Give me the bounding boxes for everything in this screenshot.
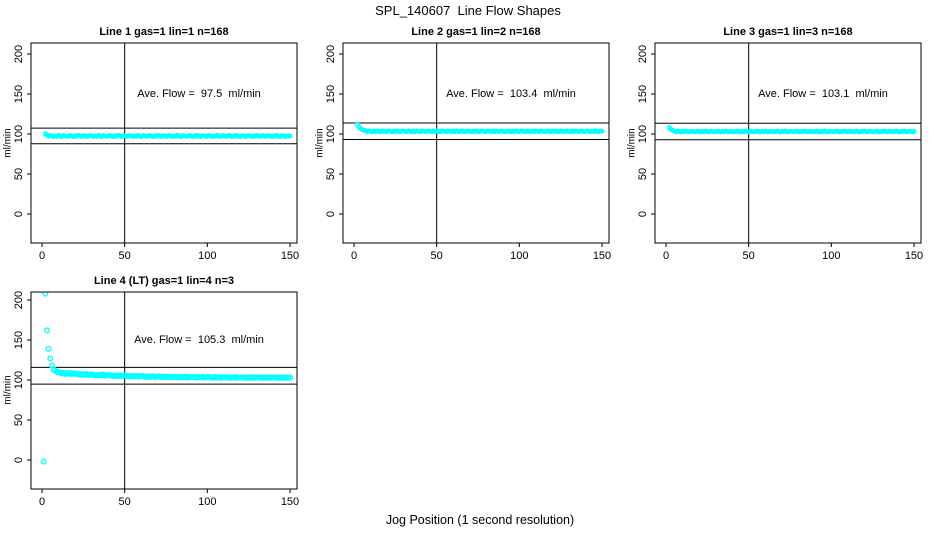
plot-box <box>342 42 610 244</box>
x-tick-label: 0 <box>351 250 357 262</box>
y-tick-label: 200 <box>637 45 649 63</box>
data-point <box>599 128 605 134</box>
x-tick-label: 150 <box>593 250 611 262</box>
y-tick-label: 50 <box>13 168 25 180</box>
x-tick-label: 100 <box>198 250 216 262</box>
panel-line-4: Line 4 (LT) gas=1 lin=4 n=3 Ave. Flow = … <box>0 274 312 519</box>
plot-box <box>654 42 922 244</box>
panel-1-title: Line 1 gas=1 lin=1 n=168 <box>99 26 229 38</box>
y-tick-label: 100 <box>13 371 25 389</box>
x-tick-label: 50 <box>743 250 755 262</box>
y-tick-label: 0 <box>13 211 25 217</box>
plot-box <box>30 291 298 490</box>
y-tick-label: 200 <box>13 45 25 63</box>
x-tick-label: 50 <box>119 250 131 262</box>
y-tick-label: 150 <box>325 85 337 103</box>
x-tick-label: 150 <box>905 250 923 262</box>
y-tick-label: 150 <box>13 331 25 349</box>
x-tick-label: 100 <box>198 496 216 508</box>
panel-1-ave-flow-annotation: Ave. Flow = 97.5 ml/min <box>137 88 261 100</box>
panel-4-ave-flow-annotation: Ave. Flow = 105.3 ml/min <box>134 334 264 346</box>
data-point <box>47 355 54 362</box>
x-tick-label: 150 <box>281 250 299 262</box>
x-tick-label: 50 <box>431 250 443 262</box>
y-tick-label: 0 <box>637 211 649 217</box>
y-tick-label: 100 <box>637 125 649 143</box>
x-tick-label: 150 <box>281 496 299 508</box>
panel-3-plot: 0 50 100 150 0 50 100 150 200 <box>637 42 923 262</box>
data-points <box>40 292 294 465</box>
y-tick-label: 50 <box>325 168 337 180</box>
x-tick-label: 0 <box>39 250 45 262</box>
data-point <box>45 345 52 352</box>
x-axis-label: Jog Position (1 second resolution) <box>385 513 575 527</box>
panel-line-2: Line 2 gas=1 lin=2 n=168 Ave. Flow = 103… <box>312 25 624 270</box>
data-point <box>911 129 917 134</box>
panel-4-plot: 0 50 100 150 0 50 100 150 200 <box>13 291 299 508</box>
y-tick-label: 150 <box>13 85 25 103</box>
panel-2-ave-flow-annotation: Ave. Flow = 103.4 ml/min <box>446 88 576 100</box>
panel-1-plot: 0 50 100 150 0 50 100 150 200 <box>13 42 299 262</box>
x-tick-label: 100 <box>510 250 528 262</box>
panel-3-title: Line 3 gas=1 lin=3 n=168 <box>723 26 853 38</box>
y-tick-label: 200 <box>13 291 25 309</box>
data-points <box>666 125 917 135</box>
figure-title: SPL_140607 Line Flow Shapes <box>375 3 561 18</box>
x-tick-label: 50 <box>119 496 131 508</box>
data-point <box>40 458 47 465</box>
y-tick-label: 50 <box>637 168 649 180</box>
x-tick-label: 0 <box>39 496 45 508</box>
data-point <box>43 327 51 334</box>
panel-3-ave-flow-annotation: Ave. Flow = 103.1 ml/min <box>758 88 888 100</box>
data-point <box>286 374 294 381</box>
y-tick-label: 0 <box>13 457 25 463</box>
y-tick-label: 200 <box>325 45 337 63</box>
y-tick-label: 100 <box>325 125 337 143</box>
x-tick-label: 0 <box>663 250 669 262</box>
data-point <box>42 292 49 297</box>
panel-2-plot: 0 50 100 150 0 50 100 150 200 <box>325 42 611 262</box>
y-tick-label: 150 <box>637 85 649 103</box>
panel-line-1: Line 1 gas=1 lin=1 n=168 Ave. Flow = 97.… <box>0 25 312 270</box>
y-tick-label: 50 <box>13 414 25 426</box>
y-tick-label: 0 <box>325 211 337 217</box>
panel-2-title: Line 2 gas=1 lin=2 n=168 <box>411 26 541 38</box>
x-tick-label: 100 <box>822 250 840 262</box>
panel-4-title: Line 4 (LT) gas=1 lin=4 n=3 <box>93 275 235 287</box>
plot-box <box>30 42 298 244</box>
data-point <box>287 133 293 139</box>
panel-line-3: Line 3 gas=1 lin=3 n=168 Ave. Flow = 103… <box>624 25 936 270</box>
data-points <box>354 121 605 135</box>
y-tick-label: 100 <box>13 125 25 143</box>
data-points <box>42 131 293 140</box>
